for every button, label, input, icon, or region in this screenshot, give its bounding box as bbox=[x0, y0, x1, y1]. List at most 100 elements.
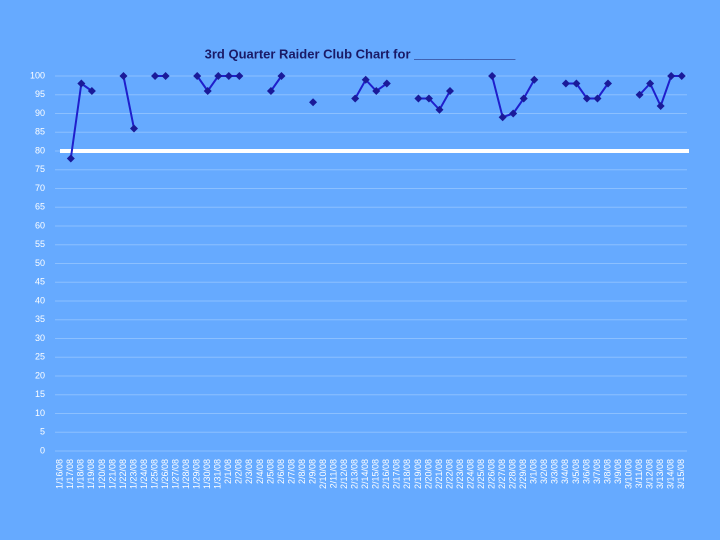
y-tick-label: 65 bbox=[35, 202, 45, 212]
x-tick-label: 2/5/08 bbox=[265, 459, 275, 484]
x-tick-label: 3/7/08 bbox=[592, 459, 602, 484]
x-tick-label: 2/16/08 bbox=[381, 459, 391, 489]
y-tick-label: 85 bbox=[35, 127, 45, 137]
x-tick-label: 2/24/08 bbox=[465, 459, 475, 489]
data-marker bbox=[446, 87, 454, 95]
x-tick-label: 3/2/08 bbox=[539, 459, 549, 484]
x-tick-label: 1/26/08 bbox=[160, 459, 170, 489]
y-tick-label: 90 bbox=[35, 108, 45, 118]
x-tick-label: 3/11/08 bbox=[634, 459, 644, 488]
x-tick-label: 1/25/08 bbox=[149, 459, 159, 489]
chart-title: 3rd Quarter Raider Club Chart for ______… bbox=[205, 46, 516, 61]
data-marker bbox=[193, 72, 202, 80]
x-tick-label: 2/22/08 bbox=[444, 459, 454, 489]
data-marker bbox=[203, 87, 212, 95]
x-tick-label: 2/4/08 bbox=[255, 459, 265, 484]
x-tick-label: 3/9/08 bbox=[613, 459, 623, 484]
x-tick-label: 2/29/08 bbox=[518, 459, 528, 489]
x-tick-label: 3/5/08 bbox=[571, 459, 581, 484]
x-tick-label: 1/20/08 bbox=[97, 459, 107, 489]
data-marker bbox=[66, 154, 75, 163]
x-tick-label: 2/3/08 bbox=[244, 459, 254, 484]
x-tick-label: 2/7/08 bbox=[286, 459, 296, 484]
y-tick-label: 35 bbox=[35, 314, 45, 324]
y-tick-label: 100 bbox=[30, 70, 45, 80]
y-tick-label: 25 bbox=[35, 352, 45, 362]
x-tick-label: 3/12/08 bbox=[645, 459, 655, 489]
x-tick-label: 2/14/08 bbox=[360, 459, 370, 489]
data-marker bbox=[435, 105, 444, 114]
data-marker bbox=[593, 94, 602, 103]
x-tick-label: 2/8/08 bbox=[297, 459, 307, 484]
y-tick-label: 75 bbox=[35, 164, 45, 174]
data-marker bbox=[646, 79, 655, 88]
data-marker bbox=[498, 113, 507, 122]
x-tick-label: 3/10/08 bbox=[623, 459, 633, 489]
data-marker bbox=[530, 75, 539, 84]
data-marker bbox=[382, 79, 391, 88]
x-tick-label: 3/14/08 bbox=[666, 459, 676, 489]
x-tick-label: 2/2/08 bbox=[234, 459, 244, 484]
data-marker bbox=[424, 94, 433, 103]
x-tick-label: 1/22/08 bbox=[118, 459, 128, 489]
x-tick-label: 1/24/08 bbox=[139, 459, 149, 489]
data-marker bbox=[77, 79, 86, 88]
data-marker bbox=[130, 124, 138, 133]
x-tick-label: 1/29/08 bbox=[192, 459, 202, 489]
y-tick-label: 55 bbox=[35, 239, 45, 249]
data-marker bbox=[635, 90, 644, 99]
y-tick-label: 45 bbox=[35, 277, 45, 287]
x-tick-label: 2/28/08 bbox=[508, 459, 518, 489]
data-marker bbox=[667, 72, 676, 80]
x-tick-label: 3/8/08 bbox=[602, 459, 612, 484]
x-tick-label: 1/31/08 bbox=[213, 459, 223, 489]
x-tick-label: 2/23/08 bbox=[455, 459, 465, 489]
y-tick-label: 5 bbox=[40, 427, 45, 437]
x-tick-label: 2/13/08 bbox=[350, 459, 360, 489]
x-tick-label: 2/25/08 bbox=[476, 459, 486, 489]
data-marker bbox=[266, 87, 275, 95]
x-tick-label: 2/11/08 bbox=[329, 459, 339, 488]
x-tick-label: 2/27/08 bbox=[497, 459, 507, 489]
x-tick-label: 3/4/08 bbox=[560, 459, 570, 484]
data-marker bbox=[656, 102, 665, 110]
x-tick-label: 1/21/08 bbox=[107, 459, 117, 489]
data-marker bbox=[161, 72, 170, 80]
x-tick-label: 1/30/08 bbox=[202, 459, 212, 489]
data-marker bbox=[519, 94, 528, 103]
data-marker bbox=[509, 109, 518, 118]
x-tick-label: 1/17/08 bbox=[65, 459, 75, 489]
x-tick-label: 3/6/08 bbox=[581, 459, 591, 484]
data-marker bbox=[235, 72, 244, 80]
data-marker bbox=[414, 94, 423, 103]
y-tick-label: 20 bbox=[35, 370, 45, 380]
x-tick-label: 3/1/08 bbox=[529, 459, 539, 484]
data-marker bbox=[309, 98, 318, 107]
x-tick-label: 1/23/08 bbox=[128, 459, 138, 489]
x-tick-label: 2/9/08 bbox=[307, 459, 317, 484]
y-tick-label: 0 bbox=[40, 445, 45, 455]
x-tick-label: 2/26/08 bbox=[487, 459, 497, 489]
y-tick-label: 70 bbox=[35, 183, 45, 193]
x-tick-label: 2/12/08 bbox=[339, 459, 349, 489]
data-marker bbox=[582, 94, 591, 103]
x-tick-label: 1/19/08 bbox=[86, 459, 96, 489]
data-marker bbox=[372, 87, 381, 95]
data-marker bbox=[361, 75, 370, 84]
x-tick-label: 2/18/08 bbox=[402, 459, 412, 489]
x-tick-label: 3/13/08 bbox=[655, 459, 665, 489]
y-tick-label: 95 bbox=[35, 89, 45, 99]
x-tick-label: 1/28/08 bbox=[181, 459, 191, 489]
y-tick-label: 60 bbox=[35, 220, 45, 230]
data-marker bbox=[87, 87, 96, 95]
data-marker bbox=[488, 72, 497, 80]
y-tick-label: 50 bbox=[35, 258, 45, 268]
data-marker bbox=[224, 72, 233, 80]
x-tick-label: 2/15/08 bbox=[371, 459, 381, 489]
data-marker bbox=[604, 79, 612, 88]
x-tick-label: 2/21/08 bbox=[434, 459, 444, 489]
data-marker bbox=[572, 79, 581, 88]
data-marker bbox=[214, 72, 223, 80]
data-marker bbox=[119, 72, 128, 80]
